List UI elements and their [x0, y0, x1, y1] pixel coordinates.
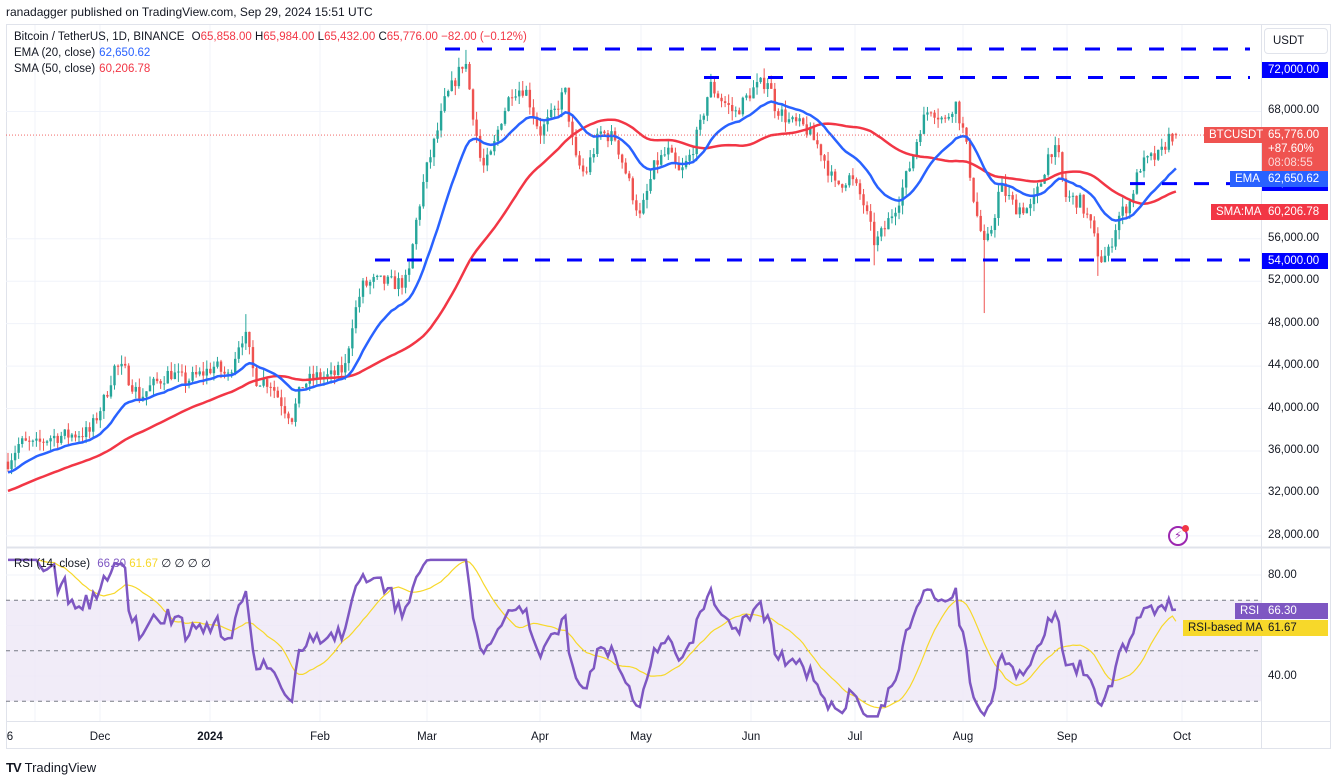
rsi-ma-legend-value: 61.67	[129, 558, 159, 570]
price-tick: 36,000.00	[1268, 443, 1320, 456]
ema-tag: EMA	[1230, 171, 1265, 187]
change-value: −82.00 (−0.12%)	[441, 31, 527, 43]
low-value: 65,432.00	[324, 31, 376, 43]
rsi-line	[8, 558, 1177, 718]
ema-legend[interactable]: EMA (20, close) 62,650.62	[14, 47, 151, 59]
open-value: 65,858.00	[200, 31, 252, 43]
countdown: 08:08:55	[1268, 157, 1313, 169]
time-label: Apr	[531, 731, 549, 743]
time-label: Feb	[310, 731, 330, 743]
rsi-tick-80: 80.00	[1268, 569, 1297, 581]
price-tick: 48,000.00	[1268, 316, 1320, 329]
rsi-legend-value: 66.30	[97, 558, 127, 570]
publish-info: ranadagger published on TradingView.com,…	[6, 5, 373, 19]
last-change: +87.60%	[1268, 143, 1314, 155]
rsi-ma-tag: RSI-based MA	[1183, 620, 1268, 636]
ema-price-tag: 62,650.62	[1262, 171, 1328, 187]
symbol-tag: BTCUSDT	[1204, 127, 1269, 143]
rsi-tag: RSI	[1235, 603, 1265, 619]
sma-legend[interactable]: SMA (50, close) 60,206.78	[14, 63, 151, 75]
rsi-ma-line	[8, 559, 1177, 709]
time-label: Dec	[89, 731, 111, 743]
time-label: 2024	[197, 731, 223, 743]
last-price-tag: 65,776.00 +87.60% 08:08:55	[1262, 127, 1328, 171]
price-tick: 56,000.00	[1268, 231, 1320, 244]
time-label: 6	[6, 731, 14, 743]
rsi-extras: ∅ ∅ ∅ ∅	[161, 558, 211, 570]
lightning-icon[interactable]: ⚡	[1168, 525, 1189, 546]
ema-legend-value: 62,650.62	[99, 47, 151, 59]
time-label: May	[630, 731, 652, 743]
sma-price-tag: 60,206.78	[1262, 204, 1328, 220]
level-54000-tag: 54,000.00	[1262, 253, 1328, 269]
rsi-tick-40: 40.00	[1268, 670, 1297, 682]
notification-dot	[1182, 525, 1189, 532]
tv-logo-icon: TV	[6, 760, 22, 775]
price-tick: 40,000.00	[1268, 401, 1320, 414]
level-72000-tag: 72,000.00	[1262, 62, 1328, 78]
high-value: 65,984.00	[263, 31, 315, 43]
sma-line	[7, 118, 1177, 493]
price-tick: 44,000.00	[1268, 359, 1320, 372]
currency-selector[interactable]: USDT	[1264, 28, 1328, 54]
rsi-ma-price-tag: 61.67	[1262, 620, 1328, 636]
price-tick: 52,000.00	[1268, 274, 1320, 287]
sma-legend-value: 60,206.78	[99, 63, 151, 75]
tradingview-logo[interactable]: TV TradingView	[6, 760, 97, 775]
price-tick: 32,000.00	[1268, 486, 1320, 499]
ema-line	[7, 100, 1177, 474]
time-label: Mar	[417, 731, 437, 743]
last-price: 65,776.00	[1268, 129, 1320, 141]
close-value: 65,776.00	[386, 31, 438, 43]
rsi-legend[interactable]: RSI (14, close) 66.30 61.67 ∅ ∅ ∅ ∅	[14, 558, 211, 570]
sma-tag: SMA:MA	[1211, 204, 1267, 220]
price-tick: 68,000.00	[1268, 104, 1320, 117]
symbol-name: Bitcoin / TetherUS, 1D, BINANCE	[14, 31, 185, 43]
rsi-price-tag: 66.30	[1262, 603, 1328, 619]
time-label: Sep	[1056, 731, 1078, 743]
time-label: Aug	[952, 731, 974, 743]
time-label: Jul	[847, 731, 863, 743]
price-tick: 28,000.00	[1268, 528, 1320, 541]
time-label: Jun	[741, 731, 761, 743]
time-label: Oct	[1173, 731, 1191, 743]
symbol-legend: Bitcoin / TetherUS, 1D, BINANCE O65,858.…	[14, 31, 527, 43]
